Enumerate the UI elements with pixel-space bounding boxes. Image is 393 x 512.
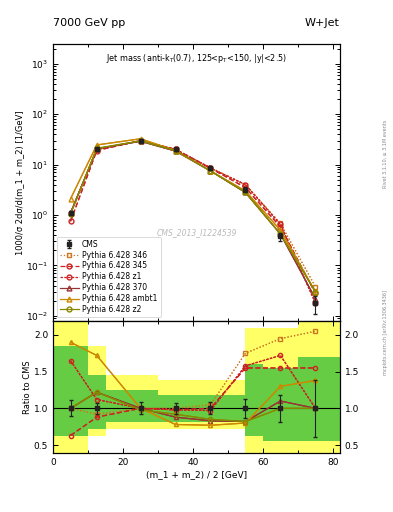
Pythia 6.428 346 xyxy=(68,211,73,217)
Legend: CMS, Pythia 6.428 346, Pythia 6.428 345, Pythia 6.428 z1, Pythia 6.428 370, Pyth: CMS, Pythia 6.428 346, Pythia 6.428 345,… xyxy=(57,237,160,317)
Pythia 6.428 370 xyxy=(138,138,143,144)
Line: Pythia 6.428 346: Pythia 6.428 346 xyxy=(68,138,318,289)
Pythia 6.428 z1 xyxy=(173,146,178,153)
Line: Pythia 6.428 z1: Pythia 6.428 z1 xyxy=(68,138,318,306)
Pythia 6.428 z1 xyxy=(94,146,99,153)
Pythia 6.428 ambt1 xyxy=(278,227,283,233)
Line: Pythia 6.428 z2: Pythia 6.428 z2 xyxy=(68,138,318,294)
Line: Pythia 6.428 ambt1: Pythia 6.428 ambt1 xyxy=(68,136,318,294)
Pythia 6.428 346 xyxy=(313,284,318,290)
Pythia 6.428 z2 xyxy=(68,211,73,217)
Y-axis label: 1000/σ 2dσ/d(m_1 + m_2) [1/GeV]: 1000/σ 2dσ/d(m_1 + m_2) [1/GeV] xyxy=(15,110,24,254)
Y-axis label: Ratio to CMS: Ratio to CMS xyxy=(24,360,33,414)
Pythia 6.428 345 xyxy=(313,290,318,296)
Pythia 6.428 370 xyxy=(94,146,99,152)
Pythia 6.428 z2 xyxy=(208,168,213,174)
Line: Pythia 6.428 345: Pythia 6.428 345 xyxy=(68,138,318,296)
Pythia 6.428 ambt1 xyxy=(173,147,178,154)
Pythia 6.428 370 xyxy=(173,148,178,154)
Text: W+Jet: W+Jet xyxy=(305,18,340,28)
Pythia 6.428 z1 xyxy=(68,210,73,216)
Pythia 6.428 370 xyxy=(278,231,283,237)
Pythia 6.428 z2 xyxy=(94,145,99,152)
Pythia 6.428 346 xyxy=(94,146,99,153)
Pythia 6.428 z2 xyxy=(313,289,318,295)
Pythia 6.428 345 xyxy=(94,147,99,154)
Pythia 6.428 z1 xyxy=(138,138,143,144)
Pythia 6.428 370 xyxy=(313,295,318,302)
Pythia 6.428 346 xyxy=(278,221,283,227)
Pythia 6.428 346 xyxy=(173,146,178,153)
Text: CMS_2013_I1224539: CMS_2013_I1224539 xyxy=(156,228,237,237)
Pythia 6.428 345 xyxy=(173,146,178,153)
Pythia 6.428 345 xyxy=(138,137,143,143)
Pythia 6.428 345 xyxy=(243,184,248,190)
Pythia 6.428 346 xyxy=(208,164,213,170)
Pythia 6.428 z2 xyxy=(173,147,178,154)
Text: Jet mass (anti-k$_\mathsf{T}$(0.7), 125<p$_\mathsf{T}$<150, |y|<2.5): Jet mass (anti-k$_\mathsf{T}$(0.7), 125<… xyxy=(106,52,287,65)
Pythia 6.428 z1 xyxy=(313,300,318,306)
Pythia 6.428 ambt1 xyxy=(68,196,73,202)
Pythia 6.428 ambt1 xyxy=(138,136,143,142)
Pythia 6.428 345 xyxy=(278,224,283,230)
Pythia 6.428 370 xyxy=(68,210,73,216)
Pythia 6.428 z2 xyxy=(138,138,143,144)
Text: 7000 GeV pp: 7000 GeV pp xyxy=(53,18,125,28)
Text: Rivet 3.1.10, ≥ 3.1M events: Rivet 3.1.10, ≥ 3.1M events xyxy=(383,119,387,188)
Pythia 6.428 345 xyxy=(68,218,73,224)
X-axis label: (m_1 + m_2) / 2 [GeV]: (m_1 + m_2) / 2 [GeV] xyxy=(146,470,247,479)
Pythia 6.428 z2 xyxy=(243,189,248,196)
Pythia 6.428 346 xyxy=(138,138,143,144)
Pythia 6.428 370 xyxy=(208,168,213,174)
Pythia 6.428 346 xyxy=(243,182,248,188)
Pythia 6.428 370 xyxy=(243,189,248,196)
Line: Pythia 6.428 370: Pythia 6.428 370 xyxy=(68,139,318,301)
Pythia 6.428 z1 xyxy=(208,165,213,171)
Pythia 6.428 ambt1 xyxy=(208,168,213,174)
Pythia 6.428 z2 xyxy=(278,231,283,237)
Pythia 6.428 z1 xyxy=(243,182,248,188)
Pythia 6.428 ambt1 xyxy=(94,142,99,148)
Pythia 6.428 z1 xyxy=(278,221,283,227)
Pythia 6.428 ambt1 xyxy=(313,289,318,295)
Pythia 6.428 345 xyxy=(208,165,213,171)
Pythia 6.428 ambt1 xyxy=(243,188,248,194)
Text: mcplots.cern.ch [arXiv:1306.3436]: mcplots.cern.ch [arXiv:1306.3436] xyxy=(383,290,387,375)
